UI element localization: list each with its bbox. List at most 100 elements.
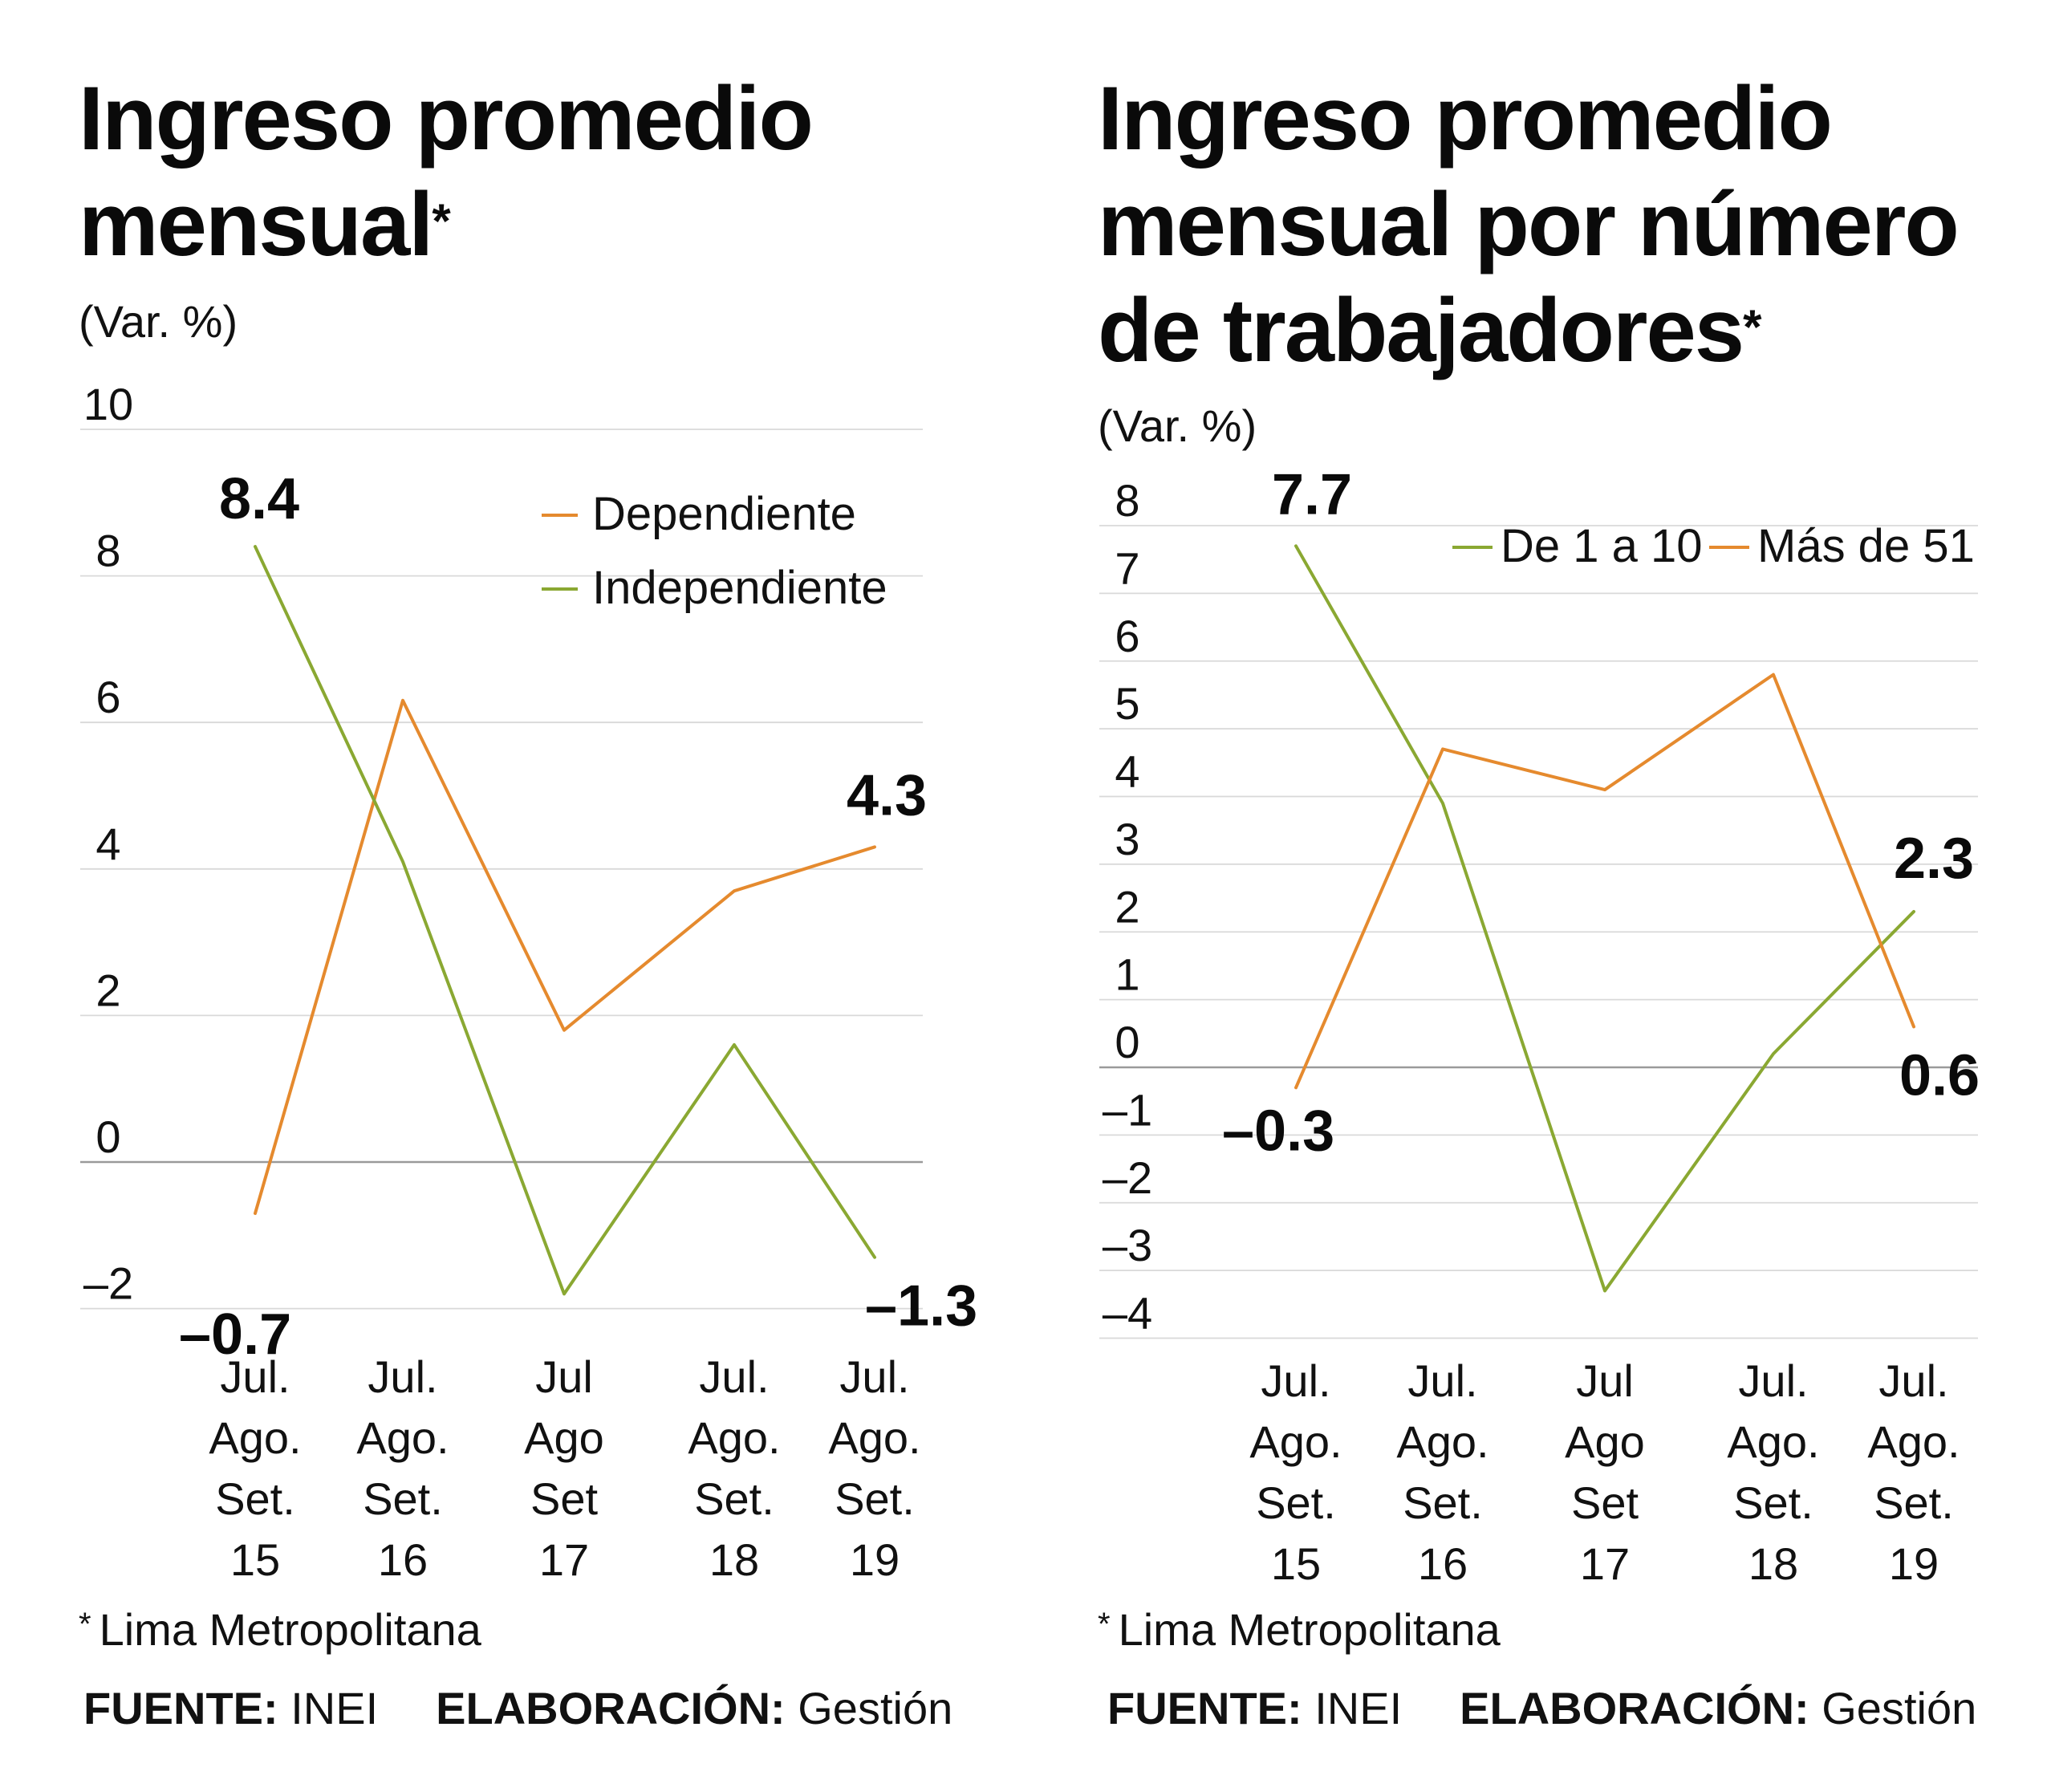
legend-label: Dependiente	[592, 488, 856, 540]
series-line-dependiente	[254, 698, 876, 1215]
made-by-label: ELABORACIÓN:	[1460, 1683, 1809, 1733]
source-value: INEI	[1314, 1683, 1403, 1733]
y-tick-label: –4	[1103, 1288, 1152, 1339]
y-tick-label: 0	[1115, 1017, 1139, 1067]
x-tick-label: Set	[1571, 1477, 1639, 1528]
x-tick-label: Ago.	[1249, 1416, 1342, 1467]
chart-panel-left: Ingreso promedio mensual* (Var. %) 10 8 6 4…	[0, 0, 1019, 1792]
x-tick-label: Set.	[1256, 1477, 1336, 1528]
x-tick-label: 19	[1889, 1538, 1939, 1589]
y-tick-label: –3	[1103, 1220, 1152, 1270]
x-tick-label: Jul.	[220, 1351, 290, 1402]
x-tick-label: Set.	[835, 1473, 915, 1524]
x-tick-label: Jul.	[1738, 1355, 1808, 1406]
y-tick-label: 0	[95, 1111, 120, 1162]
footnote-text: Lima Metropolitana	[1118, 1604, 1501, 1655]
x-tick-label: Set.	[694, 1473, 774, 1524]
credits: FUENTE: INEI ELABORACIÓN: Gestión	[1107, 1682, 1976, 1734]
x-tick-label: Ago.	[828, 1412, 920, 1463]
title-line: Ingreso promedio	[79, 68, 814, 169]
footnote: * Lima Metropolitana	[1098, 1603, 1501, 1656]
y-tick-label: 3	[1115, 814, 1139, 864]
y-tick-label: 6	[1115, 611, 1139, 661]
legend-label: Más de 51	[1757, 520, 1975, 572]
x-tick-label: Set	[530, 1473, 598, 1524]
title-asterisk: *	[432, 194, 450, 248]
footnote-text: Lima Metropolitana	[99, 1604, 481, 1655]
x-tick-label: Jul.	[699, 1351, 769, 1402]
chart-title: Ingreso promedio mensual*	[79, 66, 814, 278]
x-tick-label: 18	[709, 1534, 759, 1585]
y-tick-label: 8	[95, 526, 120, 576]
made-by-value: Gestión	[1822, 1683, 1977, 1733]
made-by-value: Gestión	[798, 1683, 953, 1733]
footnote-asterisk: *	[1098, 1607, 1111, 1642]
x-tick-label: Jul.	[1261, 1355, 1330, 1406]
footnote: * Lima Metropolitana	[79, 1603, 481, 1656]
x-tick-label: Jul	[1576, 1355, 1634, 1406]
y-tick-label: 2	[95, 965, 120, 1015]
source-value: INEI	[290, 1683, 379, 1733]
y-tick-label: 1	[1115, 949, 1139, 1000]
data-label: 8.4	[219, 467, 299, 531]
y-tick-label: –2	[1103, 1152, 1152, 1203]
data-label: 2.3	[1894, 827, 1974, 891]
chart-title: Ingreso promedio mensual por número de t…	[1098, 66, 1960, 384]
unit-label: (Var. %)	[1098, 400, 1257, 451]
x-tick-label: Ago	[524, 1412, 604, 1463]
x-tick-label: Ago.	[1396, 1416, 1488, 1467]
x-tick-label: Ago.	[688, 1412, 780, 1463]
y-tick-label: –2	[83, 1258, 133, 1309]
x-tick-label: Ago.	[356, 1412, 449, 1463]
series-line-de-1-a-10	[1294, 544, 1915, 1293]
x-tick-label: Set.	[1403, 1477, 1483, 1528]
x-tick-label: Ago.	[1867, 1416, 1960, 1467]
x-tick-label: 17	[1580, 1538, 1630, 1589]
line-chart: 10 8 6 4 2 0 –2 Jul. Ago. Set. 15 Jul. Ago. Set. 16 Jul…	[80, 379, 977, 1585]
title-line: mensual	[79, 174, 433, 274]
x-tick-label: 19	[850, 1534, 900, 1585]
legend-label: De 1 a 10	[1501, 520, 1703, 572]
credits: FUENTE: INEI ELABORACIÓN: Gestión	[83, 1682, 952, 1734]
made-by-label: ELABORACIÓN:	[436, 1683, 786, 1733]
y-tick-label: 4	[95, 819, 120, 869]
title-line: mensual por número	[1098, 174, 1960, 274]
data-label: –1.3	[865, 1274, 977, 1339]
y-tick-label: 10	[83, 379, 133, 429]
x-tick-label: 15	[1271, 1538, 1321, 1589]
data-label: –0.3	[1222, 1099, 1334, 1163]
x-tick-label: 15	[230, 1534, 280, 1585]
legend-label: Independiente	[592, 562, 887, 614]
x-tick-label: Set.	[1874, 1477, 1954, 1528]
x-tick-label: 16	[378, 1534, 428, 1585]
x-tick-label: Jul.	[1407, 1355, 1477, 1406]
source-label: FUENTE:	[1107, 1683, 1302, 1733]
footnote-asterisk: *	[79, 1607, 91, 1642]
x-tick-label: 18	[1748, 1538, 1798, 1589]
line-chart: 8 7 6 5 4 3 2 1 0 –1 –2 –3 –4 Jul. Ago. Set. 15 Jul. Ago. S…	[1099, 462, 1980, 1589]
series-line-m-s-de-51	[1294, 673, 1915, 1090]
x-tick-label: Set.	[1733, 1477, 1813, 1528]
unit-label: (Var. %)	[79, 296, 238, 347]
x-tick-label: Set.	[363, 1473, 443, 1524]
data-label: 4.3	[847, 763, 927, 827]
data-label: –0.7	[179, 1302, 291, 1367]
x-tick-label: Ago.	[1727, 1416, 1819, 1467]
x-tick-label: Jul	[535, 1351, 593, 1402]
x-tick-label: Ago.	[209, 1412, 301, 1463]
y-tick-label: –1	[1103, 1084, 1152, 1135]
x-tick-label: Jul.	[368, 1351, 437, 1402]
data-label: 0.6	[1899, 1043, 1980, 1107]
y-tick-label: 4	[1115, 746, 1139, 797]
y-tick-label: 2	[1115, 881, 1139, 932]
y-tick-label: 8	[1115, 475, 1139, 526]
series-line-independiente	[254, 545, 876, 1296]
x-tick-label: 16	[1418, 1538, 1468, 1589]
x-tick-label: Set.	[215, 1473, 295, 1524]
title-asterisk: *	[1743, 300, 1761, 354]
y-tick-label: 7	[1115, 542, 1139, 593]
x-tick-label: 17	[539, 1534, 589, 1585]
title-line: de trabajadores	[1098, 280, 1744, 380]
y-tick-label: 6	[95, 672, 120, 722]
title-line: Ingreso promedio	[1098, 68, 1833, 169]
